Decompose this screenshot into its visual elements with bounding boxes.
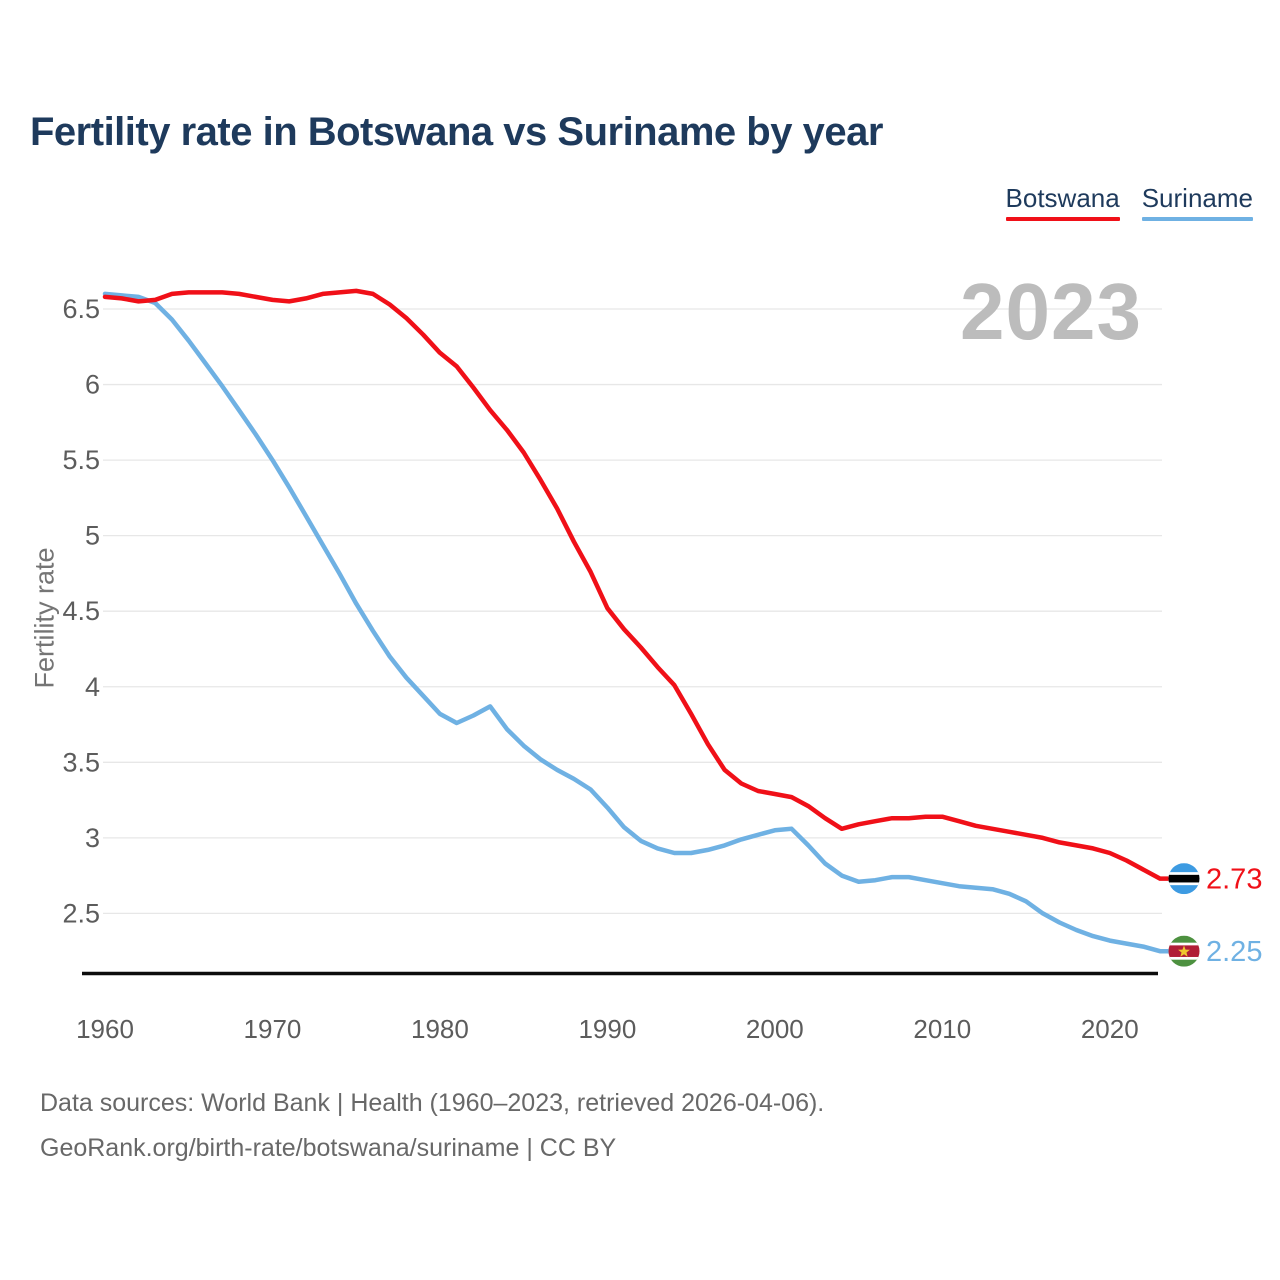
y-tick-label: 3.5 (62, 747, 100, 777)
chart-footer: Data sources: World Bank | Health (1960–… (40, 1081, 824, 1171)
x-tick-label: 1970 (244, 1014, 302, 1044)
end-value-label-botswana: 2.73 (1206, 864, 1262, 896)
end-value-label-suriname: 2.25 (1206, 936, 1262, 968)
footer-url-line: GeoRank.org/birth-rate/botswana/suriname… (40, 1134, 617, 1162)
x-tick-label: 2010 (913, 1014, 971, 1044)
star-icon (1178, 945, 1190, 957)
y-tick-label: 4.5 (62, 596, 100, 626)
legend-item-suriname[interactable]: Suriname (1141, 183, 1253, 221)
x-tick-label: 1990 (578, 1014, 636, 1044)
legend-underline-botswana (1005, 217, 1120, 221)
legend: Botswana Suriname (1005, 183, 1253, 221)
y-tick-label: 6.5 (62, 294, 100, 324)
y-tick-label: 5 (85, 521, 100, 551)
series-line-suriname (102, 291, 1173, 954)
botswana-flag-icon (1168, 863, 1200, 895)
page-title: Fertility rate in Botswana vs Suriname b… (30, 110, 883, 154)
x-tick-label: 1960 (76, 1014, 134, 1044)
watermark-year: 2023 (960, 267, 1142, 356)
footer-source-line: Data sources: World Bank | Health (1960–… (40, 1089, 825, 1117)
series-line-botswana (102, 288, 1173, 881)
suriname-flag-icon (1168, 935, 1200, 967)
y-tick-label: 2.5 (62, 898, 100, 928)
legend-underline-suriname (1141, 217, 1253, 221)
y-tick-label: 3 (85, 823, 100, 853)
x-tick-label: 2020 (1081, 1014, 1139, 1044)
y-tick-label: 4 (85, 672, 100, 702)
x-tick-label: 2000 (746, 1014, 804, 1044)
y-tick-label: 6 (85, 370, 100, 400)
legend-label-suriname: Suriname (1141, 183, 1253, 213)
legend-label-botswana: Botswana (1005, 183, 1120, 213)
x-tick-label: 1980 (411, 1014, 469, 1044)
legend-item-botswana[interactable]: Botswana (1005, 183, 1120, 221)
y-tick-label: 5.5 (62, 445, 100, 475)
